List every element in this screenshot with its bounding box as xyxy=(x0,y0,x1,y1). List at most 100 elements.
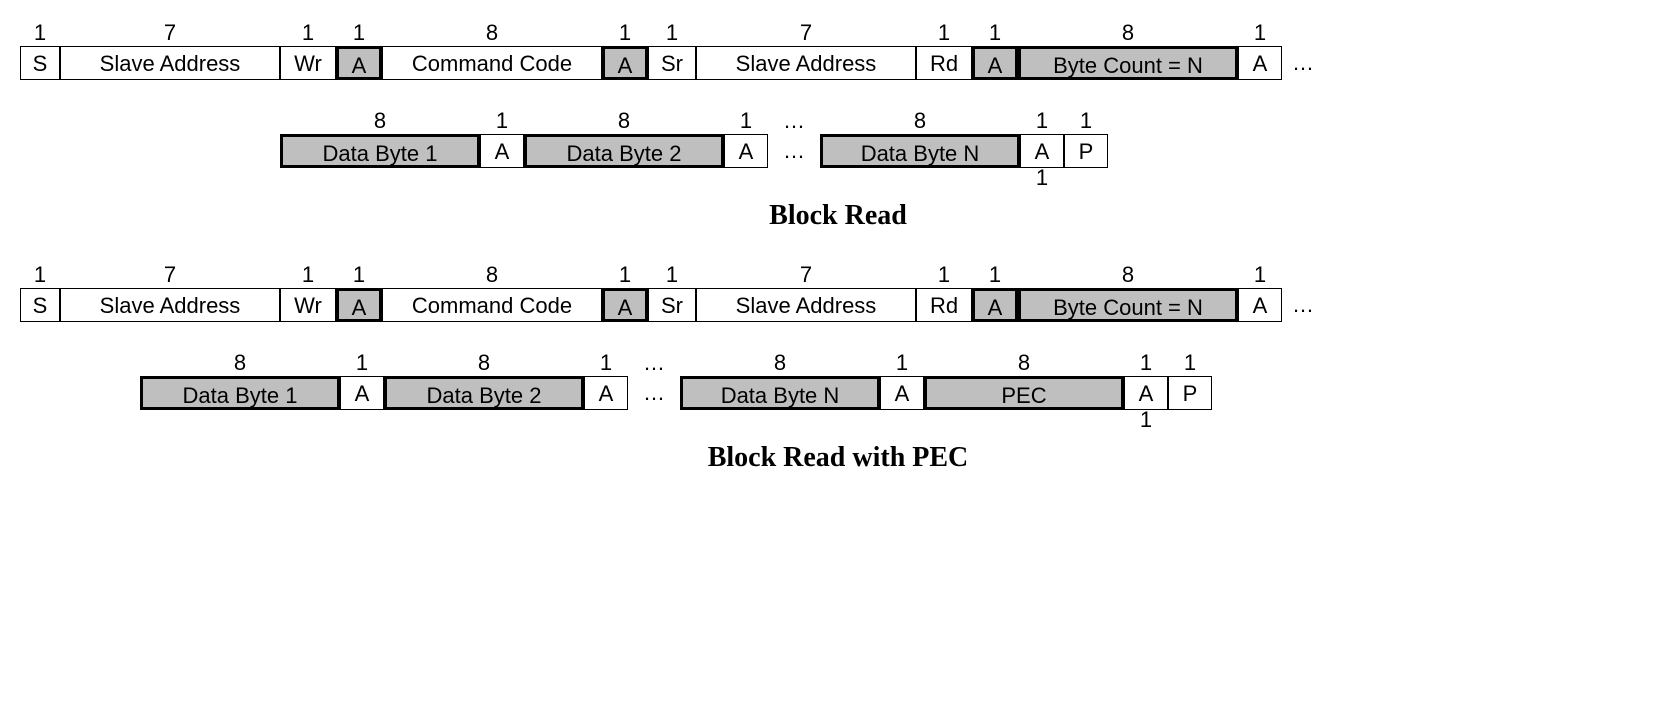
bit-count: 8 xyxy=(384,350,584,376)
bit-count: 7 xyxy=(60,262,280,288)
field-cell: Slave Address xyxy=(60,46,280,80)
field-a: 1A xyxy=(724,108,768,192)
bottom-annotation xyxy=(280,322,336,346)
field-a: 1A1 xyxy=(1020,108,1064,192)
protocol-row: 8Data Byte 11A8Data Byte 21A……8Data Byte… xyxy=(20,350,1656,434)
bottom-annotation xyxy=(524,168,724,192)
bit-count: 1 xyxy=(972,262,1018,288)
field-a: 1A xyxy=(602,262,648,346)
bottom-annotation xyxy=(384,410,584,434)
bottom-annotation xyxy=(20,322,60,346)
protocol-row: 1S7Slave Address1Wr1A8Command Code1A1Sr7… xyxy=(20,262,1656,346)
field-wr: 1Wr xyxy=(280,20,336,104)
bit-count: 1 xyxy=(602,262,648,288)
bit-count: 1 xyxy=(648,20,696,46)
block-read-pec: 1S7Slave Address1Wr1A8Command Code1A1Sr7… xyxy=(20,262,1656,474)
bottom-annotation xyxy=(648,322,696,346)
field-pec: 8PEC xyxy=(924,350,1124,434)
field-s: 1S xyxy=(20,20,60,104)
field-a: 1A xyxy=(972,20,1018,104)
field-slave-address: 7Slave Address xyxy=(696,262,916,346)
bottom-annotation xyxy=(1238,322,1282,346)
bottom-annotation xyxy=(480,168,524,192)
field-cell: A xyxy=(584,376,628,410)
bottom-annotation xyxy=(724,168,768,192)
bottom-annotation xyxy=(972,322,1018,346)
field-cell: A xyxy=(724,134,768,168)
field-cell: Slave Address xyxy=(696,46,916,80)
ellipsis: …… xyxy=(768,108,820,192)
field-a: 1A xyxy=(602,20,648,104)
field-cell: A xyxy=(602,288,648,322)
ellipsis: …… xyxy=(628,350,680,434)
field-cell: P xyxy=(1064,134,1108,168)
bit-count: 1 xyxy=(336,262,382,288)
field-a: 1A1 xyxy=(1124,350,1168,434)
field-cell: Rd xyxy=(916,288,972,322)
bottom-annotation xyxy=(696,80,916,104)
field-slave-address: 7Slave Address xyxy=(696,20,916,104)
field-a: 1A xyxy=(336,262,382,346)
bottom-annotation xyxy=(696,322,916,346)
bottom-annotation xyxy=(602,80,648,104)
bottom-annotation xyxy=(602,322,648,346)
field-p: 1P xyxy=(1064,108,1108,192)
field-rd: 1Rd xyxy=(916,20,972,104)
diagram-root: 1S7Slave Address1Wr1A8Command Code1A1Sr7… xyxy=(20,20,1656,474)
bit-count: 1 xyxy=(20,262,60,288)
field-cell: Data Byte 1 xyxy=(280,134,480,168)
bottom-annotation xyxy=(20,80,60,104)
bottom-annotation xyxy=(1238,80,1282,104)
field-data-byte-2: 8Data Byte 2 xyxy=(524,108,724,192)
field-a: 1A xyxy=(584,350,628,434)
bottom-annotation xyxy=(140,410,340,434)
bottom-annotation xyxy=(382,80,602,104)
bottom-annotation xyxy=(680,410,880,434)
bit-count: 8 xyxy=(524,108,724,134)
bit-count: 1 xyxy=(584,350,628,376)
field-cell: A xyxy=(1124,376,1168,410)
bit-count: 1 xyxy=(1020,108,1064,134)
bottom-annotation xyxy=(340,410,384,434)
bottom-annotation xyxy=(280,80,336,104)
bit-count: 1 xyxy=(724,108,768,134)
field-cell: Wr xyxy=(280,46,336,80)
field-a: 1A xyxy=(336,20,382,104)
bit-count: 1 xyxy=(602,20,648,46)
bottom-annotation xyxy=(60,322,280,346)
bottom-annotation xyxy=(1018,322,1238,346)
bottom-annotation xyxy=(60,80,280,104)
bottom-annotation xyxy=(1168,410,1212,434)
field-cell: A xyxy=(336,46,382,80)
field-cell: S xyxy=(20,288,60,322)
field-cell: Command Code xyxy=(382,288,602,322)
protocol-row: 1S7Slave Address1Wr1A8Command Code1A1Sr7… xyxy=(20,20,1656,104)
field-cell: Sr xyxy=(648,288,696,322)
field-cell: Data Byte 1 xyxy=(140,376,340,410)
bottom-annotation xyxy=(280,168,480,192)
field-a: 1A xyxy=(972,262,1018,346)
bottom-annotation xyxy=(584,410,628,434)
bottom-annotation: 1 xyxy=(1124,410,1168,434)
bit-count: 1 xyxy=(280,20,336,46)
field-rd: 1Rd xyxy=(916,262,972,346)
bit-count: 8 xyxy=(382,262,602,288)
bit-count: 8 xyxy=(382,20,602,46)
field-cell: A xyxy=(1238,288,1282,322)
field-cell: A xyxy=(480,134,524,168)
field-a: 1A xyxy=(1238,20,1282,104)
field-slave-address: 7Slave Address xyxy=(60,20,280,104)
bit-count: 1 xyxy=(1064,108,1108,134)
field-data-byte-2: 8Data Byte 2 xyxy=(384,350,584,434)
bit-count: 1 xyxy=(20,20,60,46)
bottom-annotation xyxy=(916,322,972,346)
bottom-annotation xyxy=(924,410,1124,434)
bottom-annotation xyxy=(820,168,1020,192)
bit-count: 1 xyxy=(1238,262,1282,288)
bit-count: 8 xyxy=(1018,20,1238,46)
bit-count: 1 xyxy=(880,350,924,376)
field-byte-count-n: 8Byte Count = N xyxy=(1018,262,1238,346)
field-cell: S xyxy=(20,46,60,80)
trailing-ellipsis: … xyxy=(1282,262,1324,346)
field-p: 1P xyxy=(1168,350,1212,434)
